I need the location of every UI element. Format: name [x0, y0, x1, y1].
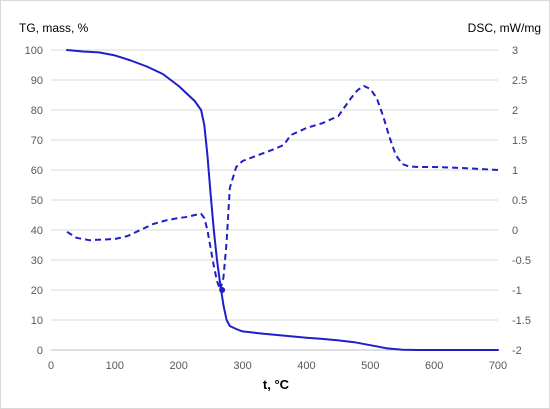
x-tick-label: 300: [233, 360, 251, 372]
y-right-tick-label: 1: [512, 165, 518, 177]
y-right-tick-label: 0.5: [512, 195, 527, 207]
y-left-tick-label: 20: [31, 285, 43, 297]
x-tick-label: 400: [297, 360, 315, 372]
y-left-tick-label: 90: [31, 75, 43, 87]
right-axis-title: DSC, mW/mg: [468, 21, 541, 35]
label-layer: TG, mass, % DSC, mW/mg t, °C 10090807060…: [19, 21, 541, 392]
x-tick-label: 0: [48, 360, 54, 372]
y-right-tick-label: 3: [512, 45, 518, 57]
y-left-tick-label: 40: [31, 225, 43, 237]
x-tick-label: 600: [425, 360, 443, 372]
y-left-tick-label: 100: [25, 45, 43, 57]
y-left-tick-label: 0: [37, 345, 43, 357]
y-left-tick-label: 80: [31, 105, 43, 117]
y-right-tick-label: 2.5: [512, 75, 527, 87]
y-right-tick-label: -1.5: [512, 315, 531, 327]
y-right-tick-label: 1.5: [512, 135, 527, 147]
x-tick-label: 100: [106, 360, 124, 372]
x-axis-title: t, °C: [263, 377, 290, 392]
grid-layer: [51, 49, 498, 351]
y-left-tick-label: 50: [31, 195, 43, 207]
y-left-tick-label: 10: [31, 315, 43, 327]
y-left-tick-label: 30: [31, 255, 43, 267]
y-right-tick-label: -1: [512, 285, 522, 297]
y-right-tick-label: -2: [512, 345, 522, 357]
data-point-marker: [219, 287, 226, 293]
series-layer: [66, 49, 499, 351]
x-tick-label: 200: [170, 360, 188, 372]
y-left-tick-label: 60: [31, 165, 43, 177]
tg-series-line: [66, 49, 499, 351]
y-right-tick-label: 2: [512, 105, 518, 117]
y-left-tick-label: 70: [31, 135, 43, 147]
dsc-series-line: [66, 85, 499, 291]
x-tick-label: 500: [361, 360, 379, 372]
x-tick-label: 700: [489, 360, 507, 372]
y-right-tick-label: 0: [512, 225, 518, 237]
y-right-tick-label: -0.5: [512, 255, 531, 267]
left-axis-title: TG, mass, %: [19, 21, 89, 35]
